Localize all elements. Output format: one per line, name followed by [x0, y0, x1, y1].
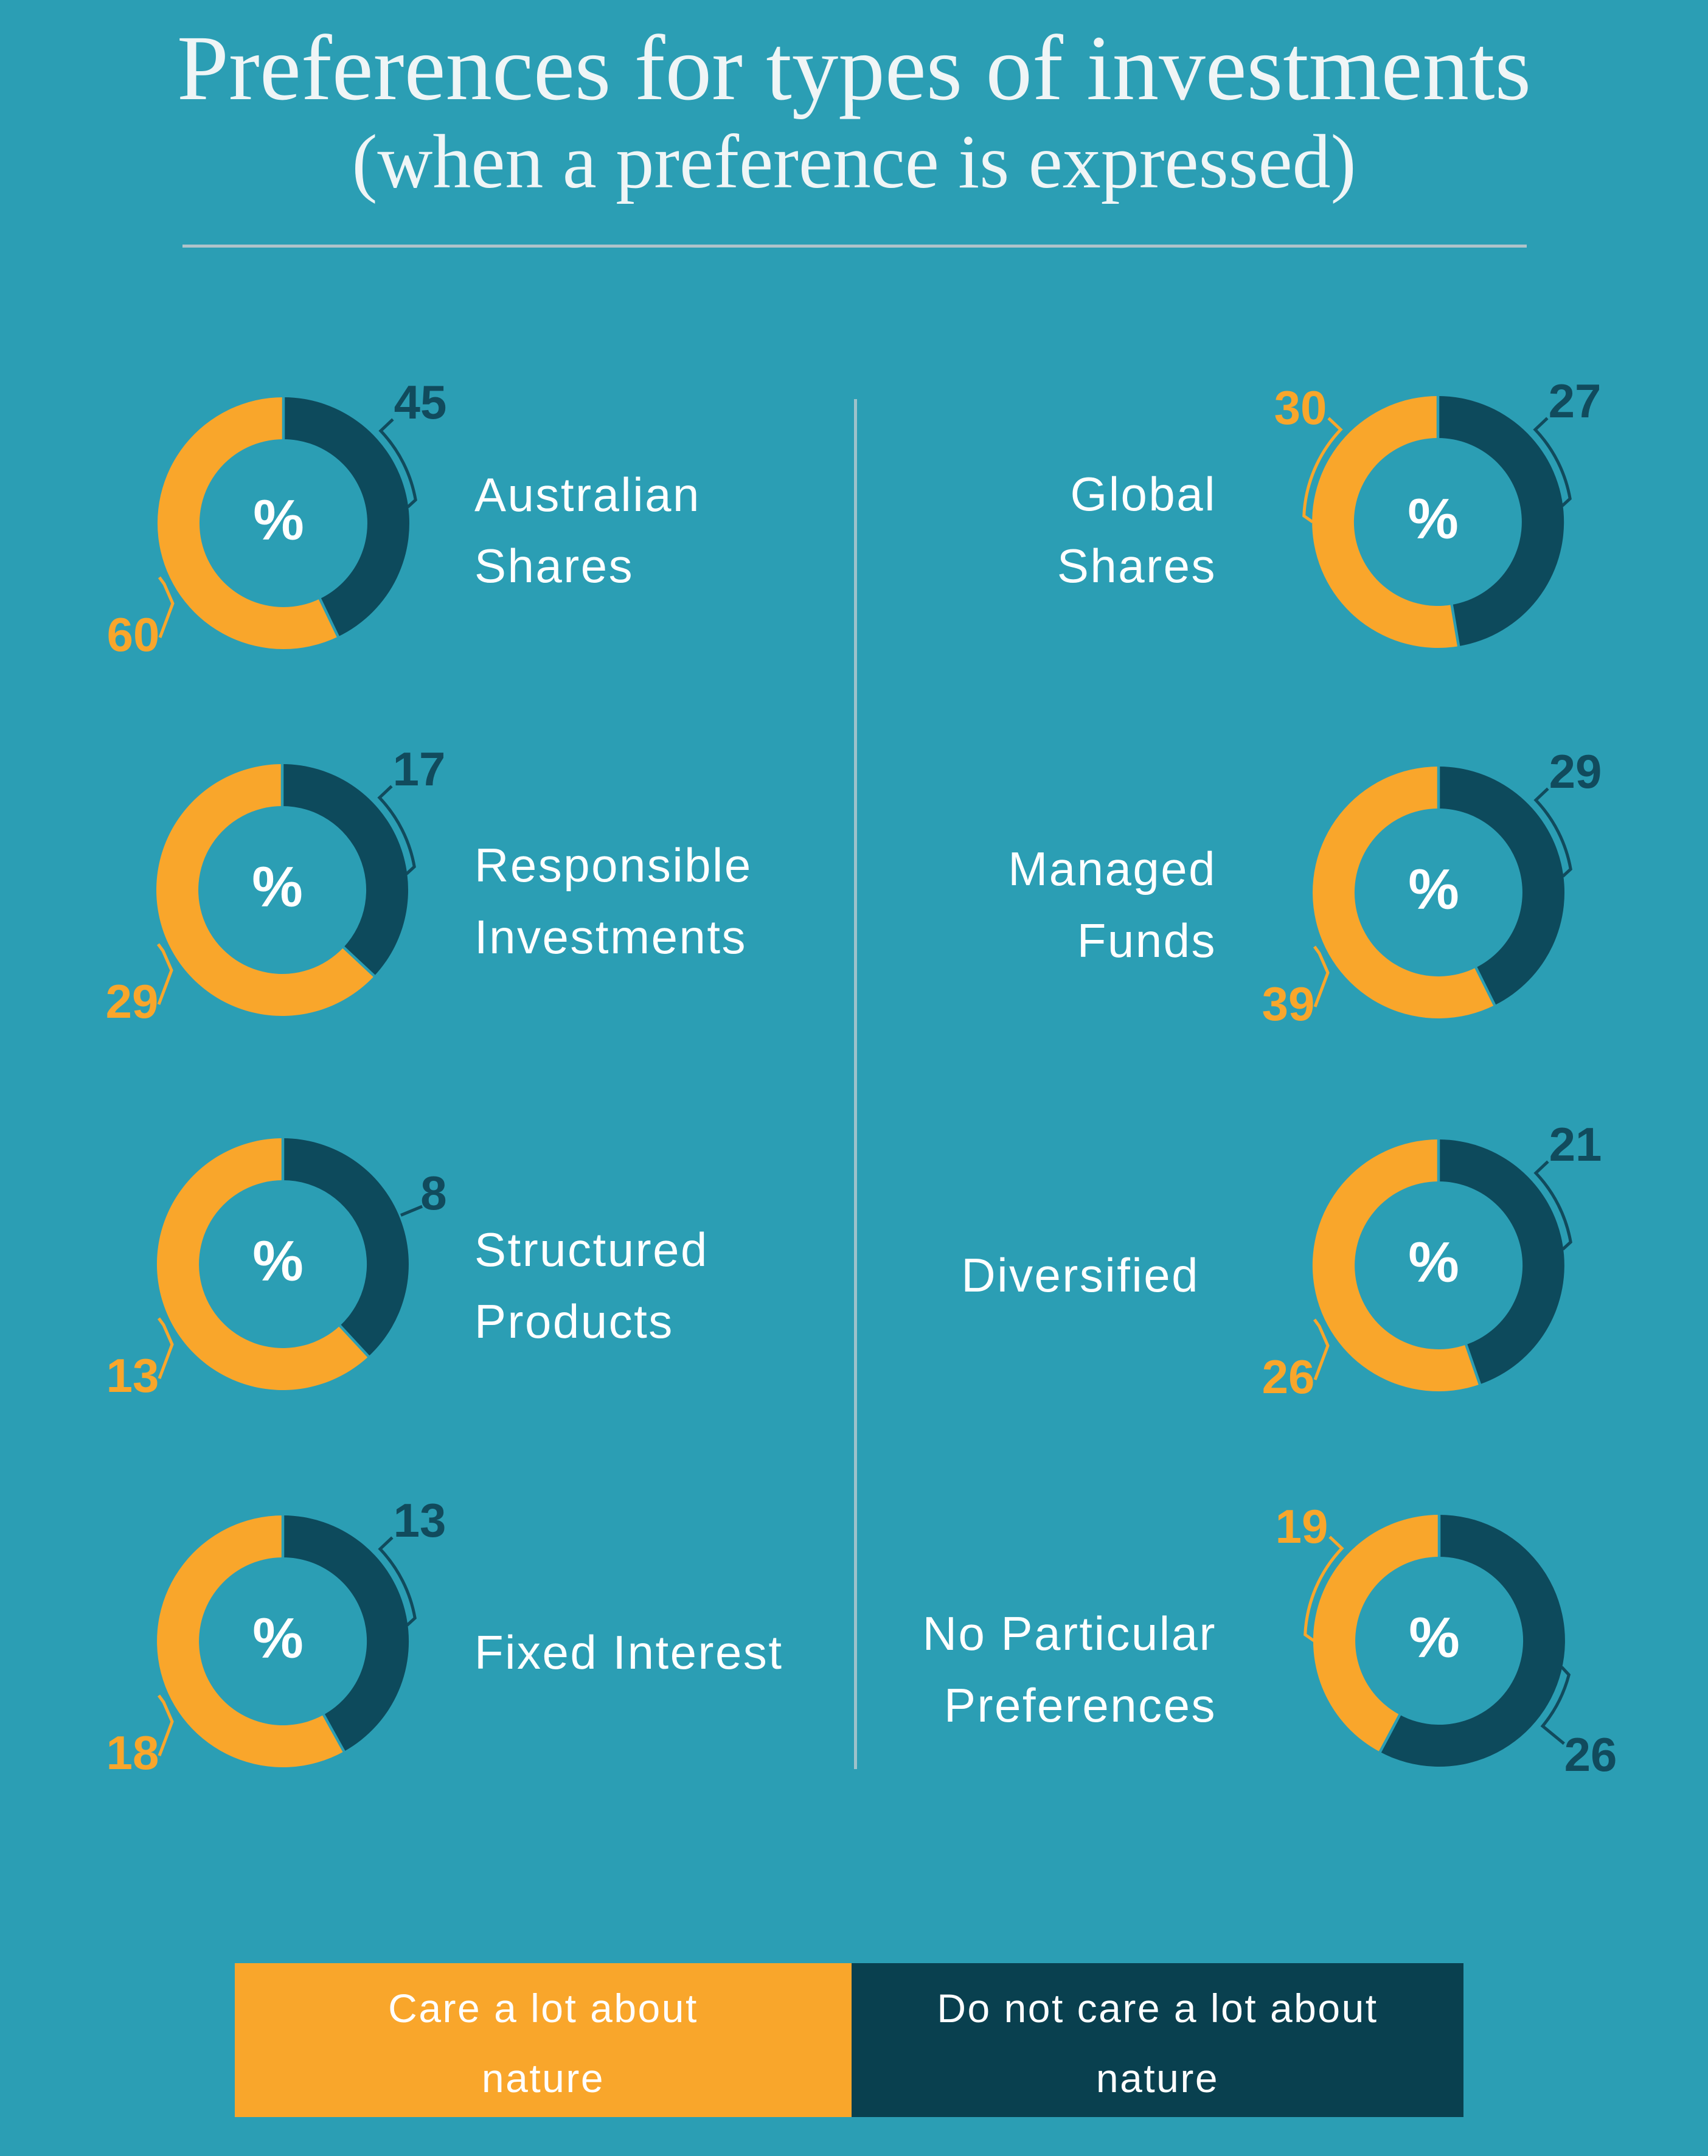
svg-text:%: %: [1408, 1230, 1459, 1294]
svg-text:%: %: [252, 1606, 304, 1670]
svg-text:%: %: [252, 1229, 304, 1293]
svg-text:13: 13: [394, 1494, 446, 1547]
svg-text:%: %: [252, 855, 303, 919]
svg-text:27: 27: [1549, 374, 1602, 428]
svg-text:21: 21: [1549, 1118, 1602, 1171]
svg-text:26: 26: [1262, 1350, 1315, 1403]
svg-text:8: 8: [420, 1166, 446, 1220]
svg-text:30: 30: [1274, 381, 1327, 434]
svg-text:13: 13: [106, 1349, 159, 1402]
svg-text:29: 29: [106, 975, 159, 1028]
svg-text:%: %: [1408, 487, 1459, 551]
svg-text:18: 18: [106, 1726, 159, 1779]
svg-text:17: 17: [393, 742, 446, 796]
svg-text:%: %: [1409, 1605, 1460, 1669]
svg-text:19: 19: [1276, 1500, 1328, 1553]
svg-text:39: 39: [1262, 977, 1315, 1031]
svg-text:60: 60: [107, 608, 160, 661]
svg-text:45: 45: [394, 375, 447, 429]
svg-text:%: %: [1408, 857, 1459, 921]
svg-text:%: %: [253, 488, 304, 552]
svg-text:26: 26: [1564, 1728, 1617, 1781]
svg-text:29: 29: [1549, 745, 1602, 798]
